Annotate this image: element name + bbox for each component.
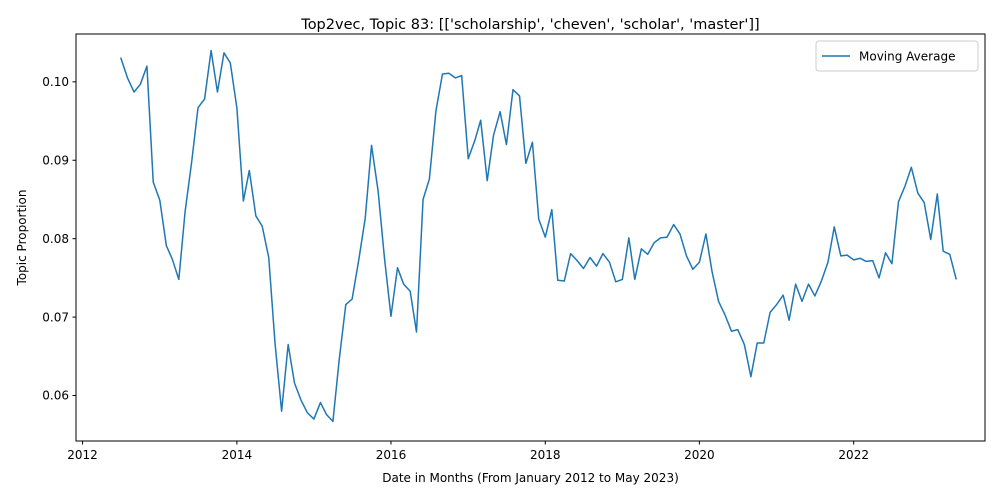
x-tick-label: 2018 — [530, 448, 561, 462]
y-tick-label: 0.06 — [42, 389, 69, 403]
y-tick-label: 0.07 — [42, 310, 69, 324]
x-tick-label: 2014 — [222, 448, 253, 462]
x-tick-label: 2012 — [67, 448, 98, 462]
legend-label: Moving Average — [859, 50, 955, 64]
x-axis-ticks: 2012 2014 2016 2018 2020 2022 — [67, 441, 869, 462]
y-tick-label: 0.08 — [42, 232, 69, 246]
x-tick-label: 2016 — [376, 448, 407, 462]
y-tick-label: 0.10 — [42, 75, 69, 89]
y-axis-ticks: 0.06 0.07 0.08 0.09 0.10 — [42, 75, 76, 403]
chart-title: Top2vec, Topic 83: [['scholarship', 'che… — [300, 17, 759, 33]
series-group — [120, 49, 957, 423]
series-line-moving-average — [120, 49, 957, 423]
y-axis-label: Topic Proportion — [15, 190, 29, 287]
x-tick-label: 2022 — [838, 448, 869, 462]
y-tick-label: 0.09 — [42, 153, 69, 167]
x-tick-label: 2020 — [684, 448, 715, 462]
legend-box — [815, 40, 979, 72]
x-axis-label: Date in Months (From January 2012 to May… — [382, 471, 679, 485]
legend: Moving Average — [815, 40, 979, 72]
plot-frame — [75, 33, 986, 442]
